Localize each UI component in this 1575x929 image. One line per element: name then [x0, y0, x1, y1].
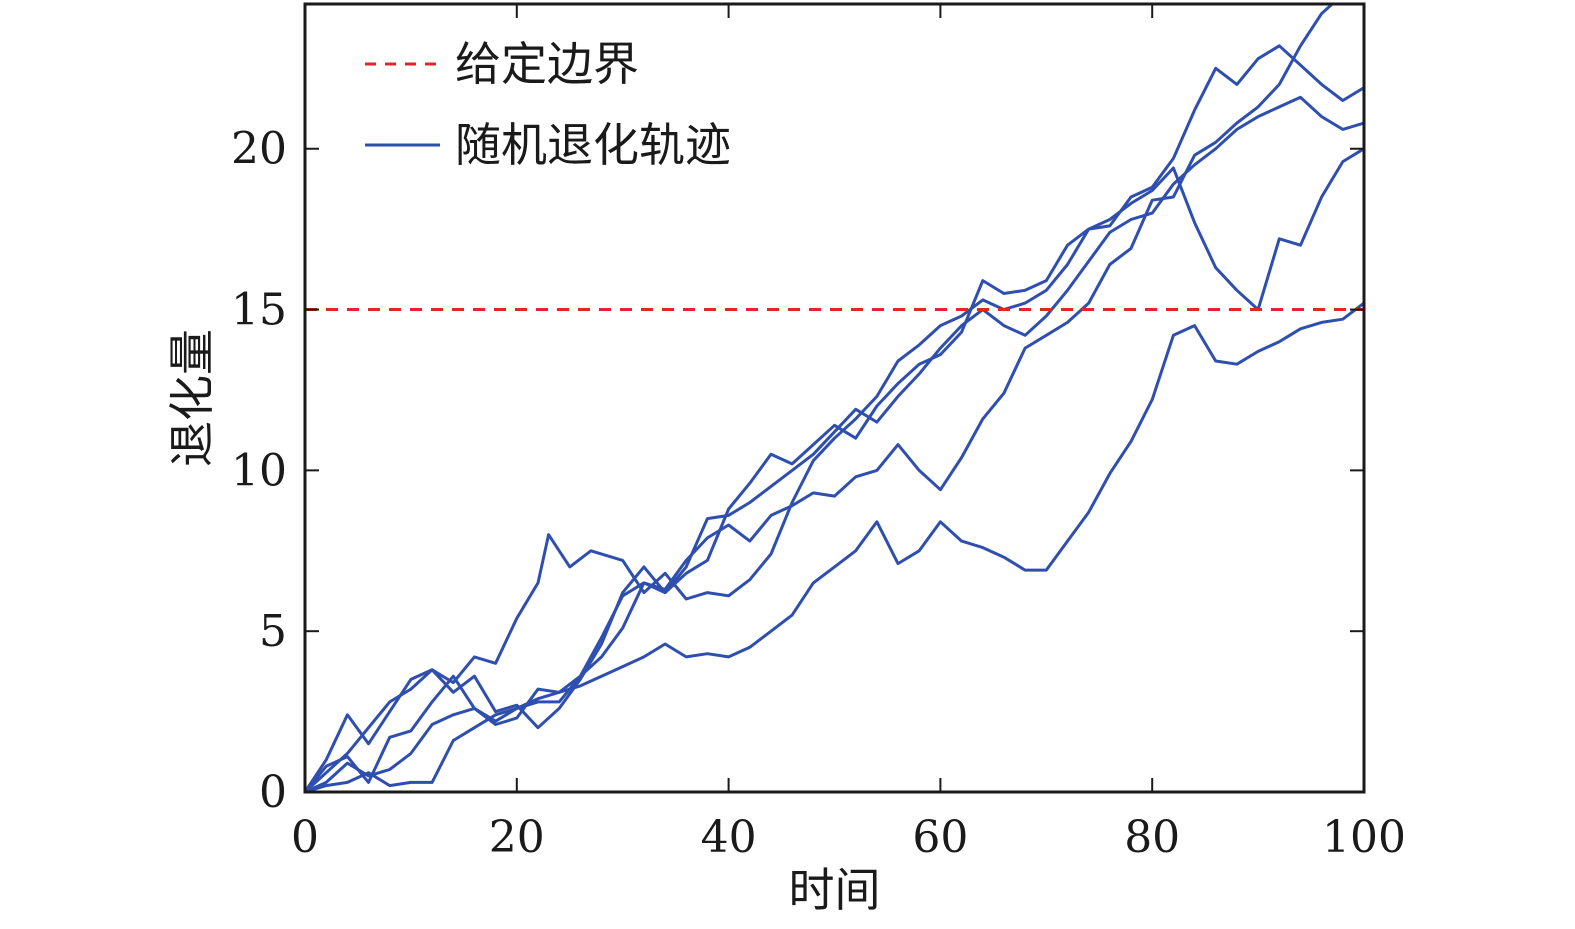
x-axis-label: 时间	[789, 863, 881, 917]
y-tick-label: 15	[231, 285, 287, 336]
trajectory-line-3	[305, 95, 1364, 792]
x-tick-label: 80	[1124, 812, 1180, 863]
plot-frame	[303, 2, 1366, 794]
series-layer	[305, 4, 1364, 792]
trajectory-line-5	[305, 301, 1364, 792]
x-tick-label: 60	[912, 812, 968, 863]
legend-threshold-label: 给定边界	[455, 37, 639, 91]
trajectory-line-2	[305, 147, 1364, 792]
y-tick-label: 20	[231, 124, 287, 175]
y-tick-label: 10	[231, 445, 287, 496]
trajectory-line-1	[305, 44, 1364, 792]
y-axis-label: 退化量	[165, 329, 219, 467]
trajectory-line-4	[305, 4, 1335, 792]
legend: 给定边界 随机退化轨迹	[365, 37, 731, 172]
x-tick-label: 20	[489, 812, 545, 863]
x-tick-label: 40	[701, 812, 757, 863]
x-tick-label: 100	[1322, 812, 1406, 863]
y-tick-label: 0	[259, 767, 287, 818]
x-tick-label: 0	[291, 812, 319, 863]
legend-trajectory-label: 随机退化轨迹	[455, 118, 731, 172]
ticks-layer: 0 20 40 60 80 100 0 5 10 15 20	[231, 4, 1406, 863]
y-tick-label: 5	[259, 606, 287, 657]
